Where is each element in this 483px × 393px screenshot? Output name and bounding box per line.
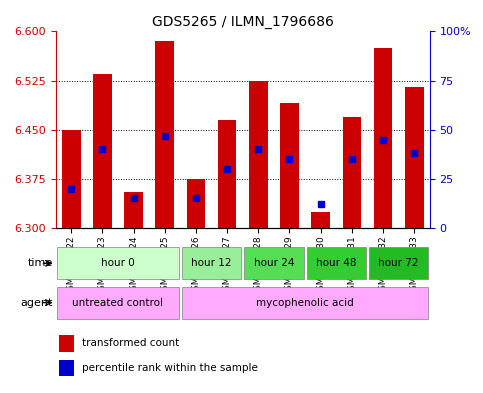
- FancyBboxPatch shape: [182, 248, 241, 279]
- Bar: [374, 48, 392, 228]
- Text: hour 72: hour 72: [378, 258, 419, 268]
- Bar: [186, 179, 205, 228]
- Text: hour 48: hour 48: [316, 258, 356, 268]
- FancyBboxPatch shape: [244, 248, 303, 279]
- Bar: [59, 335, 74, 352]
- FancyBboxPatch shape: [182, 287, 428, 318]
- Bar: [62, 130, 81, 228]
- Bar: [342, 117, 361, 228]
- Text: hour 12: hour 12: [191, 258, 232, 268]
- Text: percentile rank within the sample: percentile rank within the sample: [82, 363, 257, 373]
- Bar: [218, 120, 237, 228]
- Text: agent: agent: [21, 298, 53, 308]
- Text: mycophenolic acid: mycophenolic acid: [256, 298, 354, 308]
- Text: transformed count: transformed count: [82, 338, 179, 349]
- Bar: [93, 74, 112, 228]
- Bar: [249, 81, 268, 228]
- Bar: [280, 103, 299, 228]
- Text: time: time: [28, 258, 53, 268]
- FancyBboxPatch shape: [57, 287, 179, 318]
- Text: untreated control: untreated control: [72, 298, 163, 308]
- Bar: [124, 192, 143, 228]
- Title: GDS5265 / ILMN_1796686: GDS5265 / ILMN_1796686: [152, 15, 334, 29]
- FancyBboxPatch shape: [307, 248, 366, 279]
- FancyBboxPatch shape: [369, 248, 428, 279]
- Bar: [405, 87, 424, 228]
- Text: hour 0: hour 0: [101, 258, 135, 268]
- Bar: [312, 211, 330, 228]
- Bar: [156, 41, 174, 228]
- Bar: [59, 360, 74, 376]
- FancyBboxPatch shape: [57, 248, 179, 279]
- Text: hour 24: hour 24: [254, 258, 294, 268]
